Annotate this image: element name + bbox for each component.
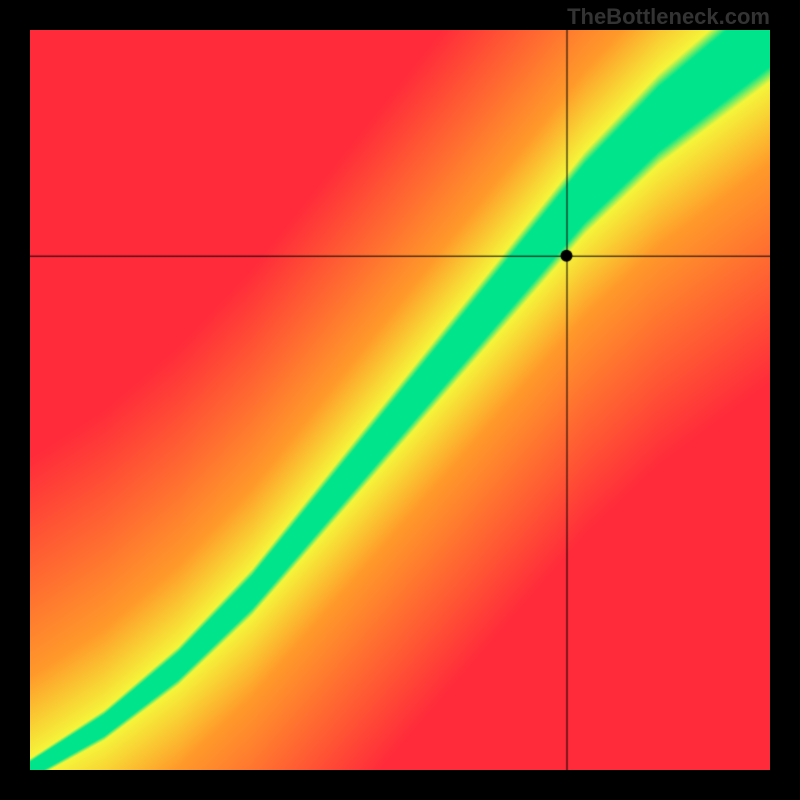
bottleneck-heatmap — [30, 30, 770, 770]
watermark-text: TheBottleneck.com — [567, 4, 770, 30]
heatmap-canvas — [30, 30, 770, 770]
